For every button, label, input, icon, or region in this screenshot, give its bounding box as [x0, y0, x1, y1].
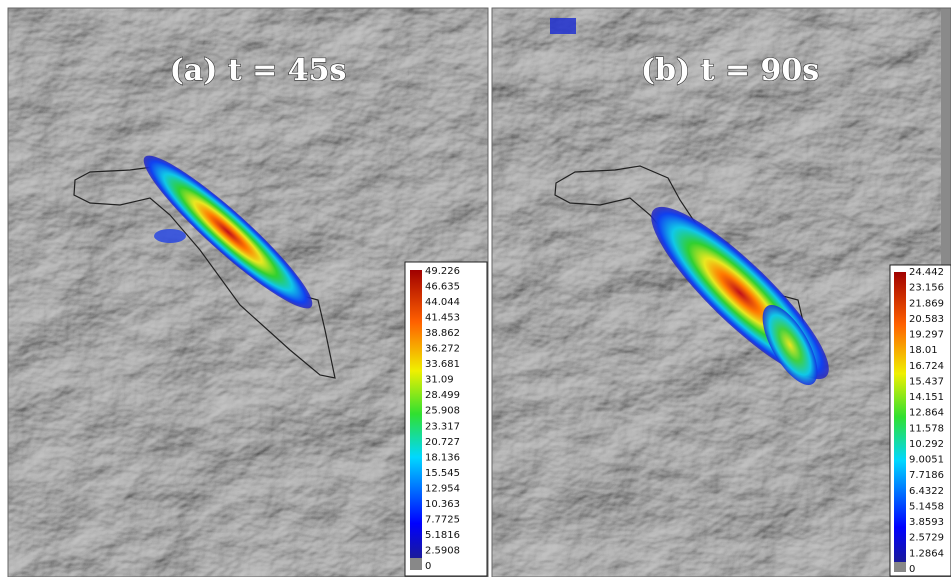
- colorbar-ramp: [410, 270, 422, 558]
- colorbar-label: 21.869: [909, 298, 944, 309]
- colorbar-zero: [410, 558, 422, 570]
- panel-title: (a) t = 45s: [170, 53, 347, 88]
- colorbar-label: 19.297: [909, 330, 944, 341]
- colorbar-label: 12.864: [909, 408, 944, 419]
- colorbar-label: 23.156: [909, 283, 944, 294]
- colorbar-label: 33.681: [425, 359, 460, 370]
- colorbar-label: 20.583: [909, 314, 944, 325]
- colorbar-label: 24.442: [909, 267, 944, 278]
- colorbar-zero: [894, 562, 906, 572]
- colorbar-label: 20.727: [425, 437, 460, 448]
- colorbar-label: 18.136: [425, 452, 460, 463]
- colorbar-label: 9.0051: [909, 455, 944, 466]
- colorbar-label: 7.7725: [425, 514, 460, 525]
- colorbar-label: 14.151: [909, 392, 944, 403]
- colorbar-label: 0: [425, 561, 431, 572]
- colorbar-a: [405, 262, 487, 576]
- flow-patch: [154, 229, 186, 243]
- panel-b: (b) t = 90s: [482, 8, 951, 577]
- colorbar-label: 11.578: [909, 423, 944, 434]
- colorbar-label: 31.09: [425, 375, 454, 386]
- colorbar-b: [890, 265, 951, 576]
- figure: (a) t = 45s (b) t = 90s 49.226 46.635 44.0…: [0, 0, 951, 577]
- colorbar-label: 28.499: [425, 390, 460, 401]
- colorbar-ramp: [894, 272, 906, 562]
- flow-patch: [550, 18, 576, 34]
- colorbar-label: 25.908: [425, 406, 460, 417]
- colorbar-label: 41.453: [425, 313, 460, 324]
- colorbar-label: 49.226: [425, 266, 460, 277]
- colorbar-label: 0: [909, 564, 915, 575]
- colorbar-label: 1.2864: [909, 548, 944, 559]
- colorbar-label: 7.7186: [909, 470, 944, 481]
- colorbar-label: 46.635: [425, 282, 460, 293]
- colorbar-label: 5.1458: [909, 501, 944, 512]
- colorbar-label: 16.724: [909, 361, 944, 372]
- colorbar-label: 10.363: [425, 499, 460, 510]
- colorbar-label: 23.317: [425, 421, 460, 432]
- page: {"panels": [ {"title": "(a) t = 45s", "c…: [0, 0, 951, 577]
- colorbar-label: 12.954: [425, 483, 460, 494]
- colorbar-label: 5.1816: [425, 530, 460, 541]
- colorbar-label: 44.044: [425, 297, 460, 308]
- panel-title: (b) t = 90s: [641, 53, 819, 88]
- colorbar-label: 10.292: [909, 439, 944, 450]
- colorbar-label: 18.01: [909, 345, 938, 356]
- colorbar-label: 38.862: [425, 328, 460, 339]
- colorbar-label: 15.437: [909, 376, 944, 387]
- colorbar-label: 15.545: [425, 468, 460, 479]
- colorbar-label: 36.272: [425, 344, 460, 355]
- colorbar-label: 3.8593: [909, 517, 944, 528]
- colorbar-label: 2.5908: [425, 545, 460, 556]
- colorbar-label: 6.4322: [909, 486, 944, 497]
- colorbar-label: 2.5729: [909, 533, 944, 544]
